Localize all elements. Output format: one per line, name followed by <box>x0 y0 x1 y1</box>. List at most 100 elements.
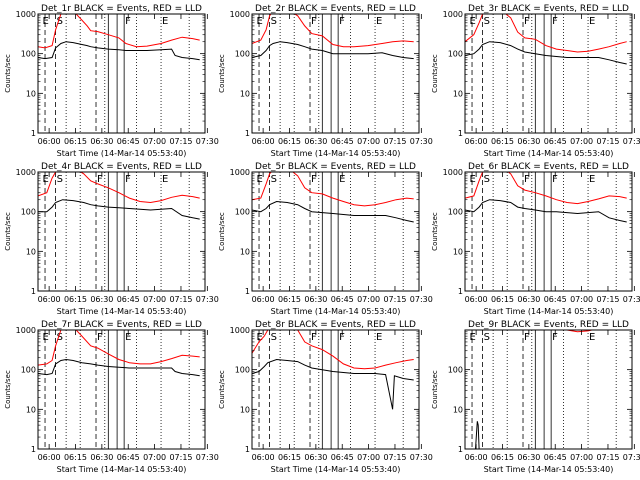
time-markers <box>44 14 190 133</box>
panel-title: Det_9r BLACK = Events, RED = LLD <box>468 320 629 330</box>
y-axis-label: Counts/sec <box>218 370 226 409</box>
x-tick-label: 07:00 <box>143 137 166 146</box>
marker-label: F <box>552 332 558 343</box>
x-tick-label: 06:30 <box>304 295 327 304</box>
series-events-line <box>252 41 414 60</box>
marker-label: S <box>57 16 63 27</box>
x-axis-label: Start Time (14-Mar-14 05:53:40) <box>271 149 401 158</box>
marker-label: F <box>524 16 530 27</box>
plot-frame <box>464 171 633 292</box>
marker-label: E <box>470 16 476 27</box>
x-axis-label: Start Time (14-Mar-14 05:53:40) <box>57 307 187 316</box>
x-tick-label: 07:15 <box>596 295 619 304</box>
marker-label: F <box>125 16 131 27</box>
y-tick-label: 1 <box>458 445 463 454</box>
y-axis-label: Counts/sec <box>4 370 12 409</box>
series-group <box>465 172 627 223</box>
series-lld-line <box>465 172 627 205</box>
plot-frame <box>251 13 420 134</box>
y-tick-label: 1000 <box>443 168 463 177</box>
series-lld-line <box>252 14 414 48</box>
marker-label: S <box>484 174 490 185</box>
series-events-line <box>38 358 200 377</box>
y-axis-label: Counts/sec <box>431 370 439 409</box>
x-tick-label: 06:45 <box>544 453 567 462</box>
y-tick-label: 1 <box>458 287 463 296</box>
x-tick-label: 06:30 <box>304 137 327 146</box>
y-tick-label: 1 <box>31 129 36 138</box>
marker-label: S <box>271 16 277 27</box>
plot-frame <box>251 329 420 450</box>
marker-label: E <box>589 16 595 27</box>
y-tick-label: 1000 <box>230 10 250 19</box>
time-markers <box>471 330 617 449</box>
marker-label: E <box>43 332 49 343</box>
chart-panel-1: Det_1r BLACK = Events, RED = LLD Counts/s… <box>4 4 219 158</box>
marker-label: E <box>257 16 263 27</box>
series-events-line <box>252 358 414 410</box>
time-markers <box>44 172 190 291</box>
marker-label: E <box>125 332 131 343</box>
series-group <box>38 330 200 377</box>
series-events-line <box>465 199 627 223</box>
x-tick-label: 06:45 <box>117 295 140 304</box>
x-axis-label: Start Time (14-Mar-14 05:53:40) <box>57 465 187 474</box>
x-tick-label: 07:00 <box>357 453 380 462</box>
y-tick-label: 10 <box>453 405 463 414</box>
y-tick-label: 1000 <box>230 168 250 177</box>
x-tick-label: 06:00 <box>38 295 61 304</box>
x-tick-label: 07:15 <box>383 453 406 462</box>
x-tick-label: 06:45 <box>117 137 140 146</box>
series-lld-line <box>252 172 414 207</box>
x-tick-label: 07:00 <box>357 137 380 146</box>
plot-frame <box>464 329 633 450</box>
chart-panel-4: Det_4r BLACK = Events, RED = LLD Counts/s… <box>4 162 219 316</box>
marker-label: F <box>552 16 558 27</box>
y-tick-label: 1 <box>31 287 36 296</box>
y-tick-label: 100 <box>448 366 463 375</box>
series-events-line <box>38 41 200 61</box>
x-tick-label: 07:30 <box>623 137 640 146</box>
x-tick-label: 06:00 <box>465 295 488 304</box>
series-events-line <box>252 200 414 223</box>
x-tick-label: 07:15 <box>169 137 192 146</box>
y-axis-label: Counts/sec <box>218 54 226 93</box>
marker-label: E <box>470 174 476 185</box>
x-tick-label: 07:15 <box>596 453 619 462</box>
x-tick-label: 07:30 <box>410 295 433 304</box>
marker-label: F <box>339 332 345 343</box>
x-tick-label: 07:30 <box>623 295 640 304</box>
marker-label: E <box>376 332 382 343</box>
y-tick-label: 100 <box>448 208 463 217</box>
marker-label: S <box>57 174 63 185</box>
time-markers <box>258 172 404 291</box>
plot-frame <box>37 171 206 292</box>
x-tick-label: 06:45 <box>331 453 354 462</box>
x-axis-label: Start Time (14-Mar-14 05:53:40) <box>271 307 401 316</box>
marker-label: F <box>311 174 317 185</box>
x-tick-label: 07:15 <box>383 137 406 146</box>
y-tick-label: 1 <box>245 445 250 454</box>
y-tick-label: 1000 <box>16 168 36 177</box>
y-axis-label: Counts/sec <box>4 54 12 93</box>
x-tick-label: 07:30 <box>410 137 433 146</box>
panel-title: Det_3r BLACK = Events, RED = LLD <box>468 4 629 14</box>
panel-title: Det_8r BLACK = Events, RED = LLD <box>255 320 416 330</box>
x-tick-label: 07:30 <box>623 453 640 462</box>
x-tick-label: 07:00 <box>570 453 593 462</box>
x-axis-label: Start Time (14-Mar-14 05:53:40) <box>484 307 614 316</box>
x-axis-label: Start Time (14-Mar-14 05:53:40) <box>484 149 614 158</box>
marker-label: E <box>257 174 263 185</box>
series-group <box>252 14 414 60</box>
x-tick-label: 07:00 <box>570 137 593 146</box>
y-tick-label: 100 <box>21 50 36 59</box>
series-lld-line <box>252 330 414 370</box>
marker-label: E <box>589 332 595 343</box>
x-tick-label: 07:00 <box>143 295 166 304</box>
panel-title: Det_1r BLACK = Events, RED = LLD <box>41 4 202 14</box>
marker-label: F <box>552 174 558 185</box>
chart-panel-8: Det_8r BLACK = Events, RED = LLD Counts/s… <box>218 320 433 474</box>
y-tick-label: 1 <box>245 287 250 296</box>
time-markers <box>471 14 617 133</box>
